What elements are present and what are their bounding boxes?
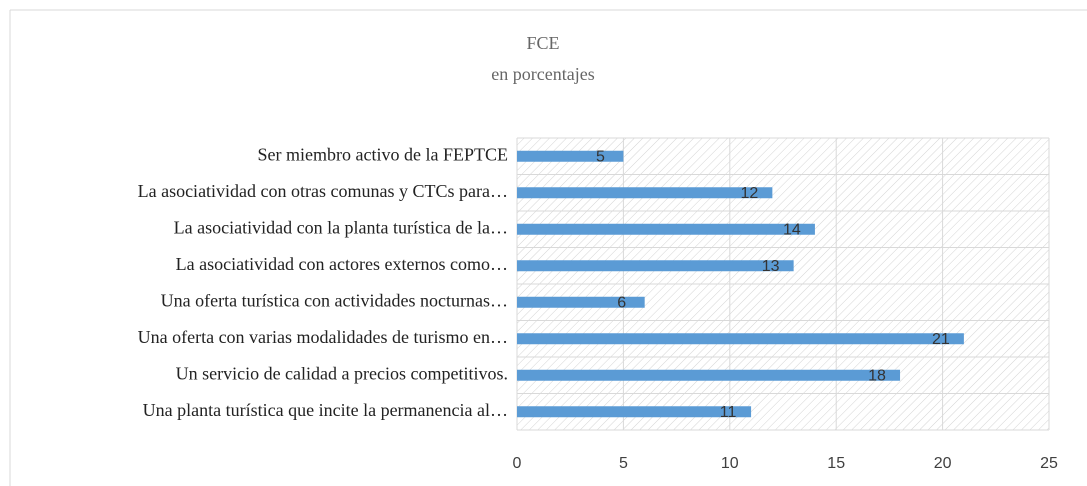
chart-subtitle: en porcentajes bbox=[491, 64, 594, 84]
chart-title: FCE bbox=[526, 33, 559, 53]
x-tick-label: 25 bbox=[1040, 455, 1058, 472]
x-tick-label: 10 bbox=[721, 455, 739, 472]
bar bbox=[517, 296, 645, 308]
x-tick-label: 5 bbox=[619, 455, 628, 472]
y-tick-label: Una oferta con varias modalidades de tur… bbox=[138, 327, 508, 347]
y-tick-label: La asociatividad con la planta turística… bbox=[174, 217, 508, 237]
data-label: 14 bbox=[783, 221, 801, 238]
bar bbox=[517, 223, 815, 235]
x-tick-label: 0 bbox=[513, 455, 522, 472]
data-label: 6 bbox=[617, 294, 626, 311]
y-tick-label: Un servicio de calidad a precios competi… bbox=[176, 363, 508, 383]
x-tick-label: 20 bbox=[934, 455, 952, 472]
bar bbox=[517, 406, 752, 418]
data-label: 21 bbox=[932, 331, 950, 348]
x-tick-label: 15 bbox=[827, 455, 845, 472]
bar bbox=[517, 369, 901, 381]
bar bbox=[517, 333, 964, 345]
y-tick-label: Una oferta turística con actividades noc… bbox=[161, 290, 508, 310]
data-label: 11 bbox=[720, 404, 737, 421]
y-tick-label: Una planta turística que incite la perma… bbox=[143, 400, 508, 420]
y-tick-label: La asociatividad con actores externos co… bbox=[176, 254, 508, 274]
y-tick-label: Ser miembro activo de la FEPTCE bbox=[258, 144, 508, 164]
data-label: 5 bbox=[596, 148, 605, 165]
data-label: 13 bbox=[762, 258, 780, 275]
data-label: 18 bbox=[868, 367, 886, 384]
bar bbox=[517, 150, 624, 162]
bar bbox=[517, 260, 794, 272]
y-tick-label: La asociatividad con otras comunas y CTC… bbox=[138, 181, 508, 201]
bar bbox=[517, 187, 773, 199]
data-label: 12 bbox=[740, 185, 758, 202]
